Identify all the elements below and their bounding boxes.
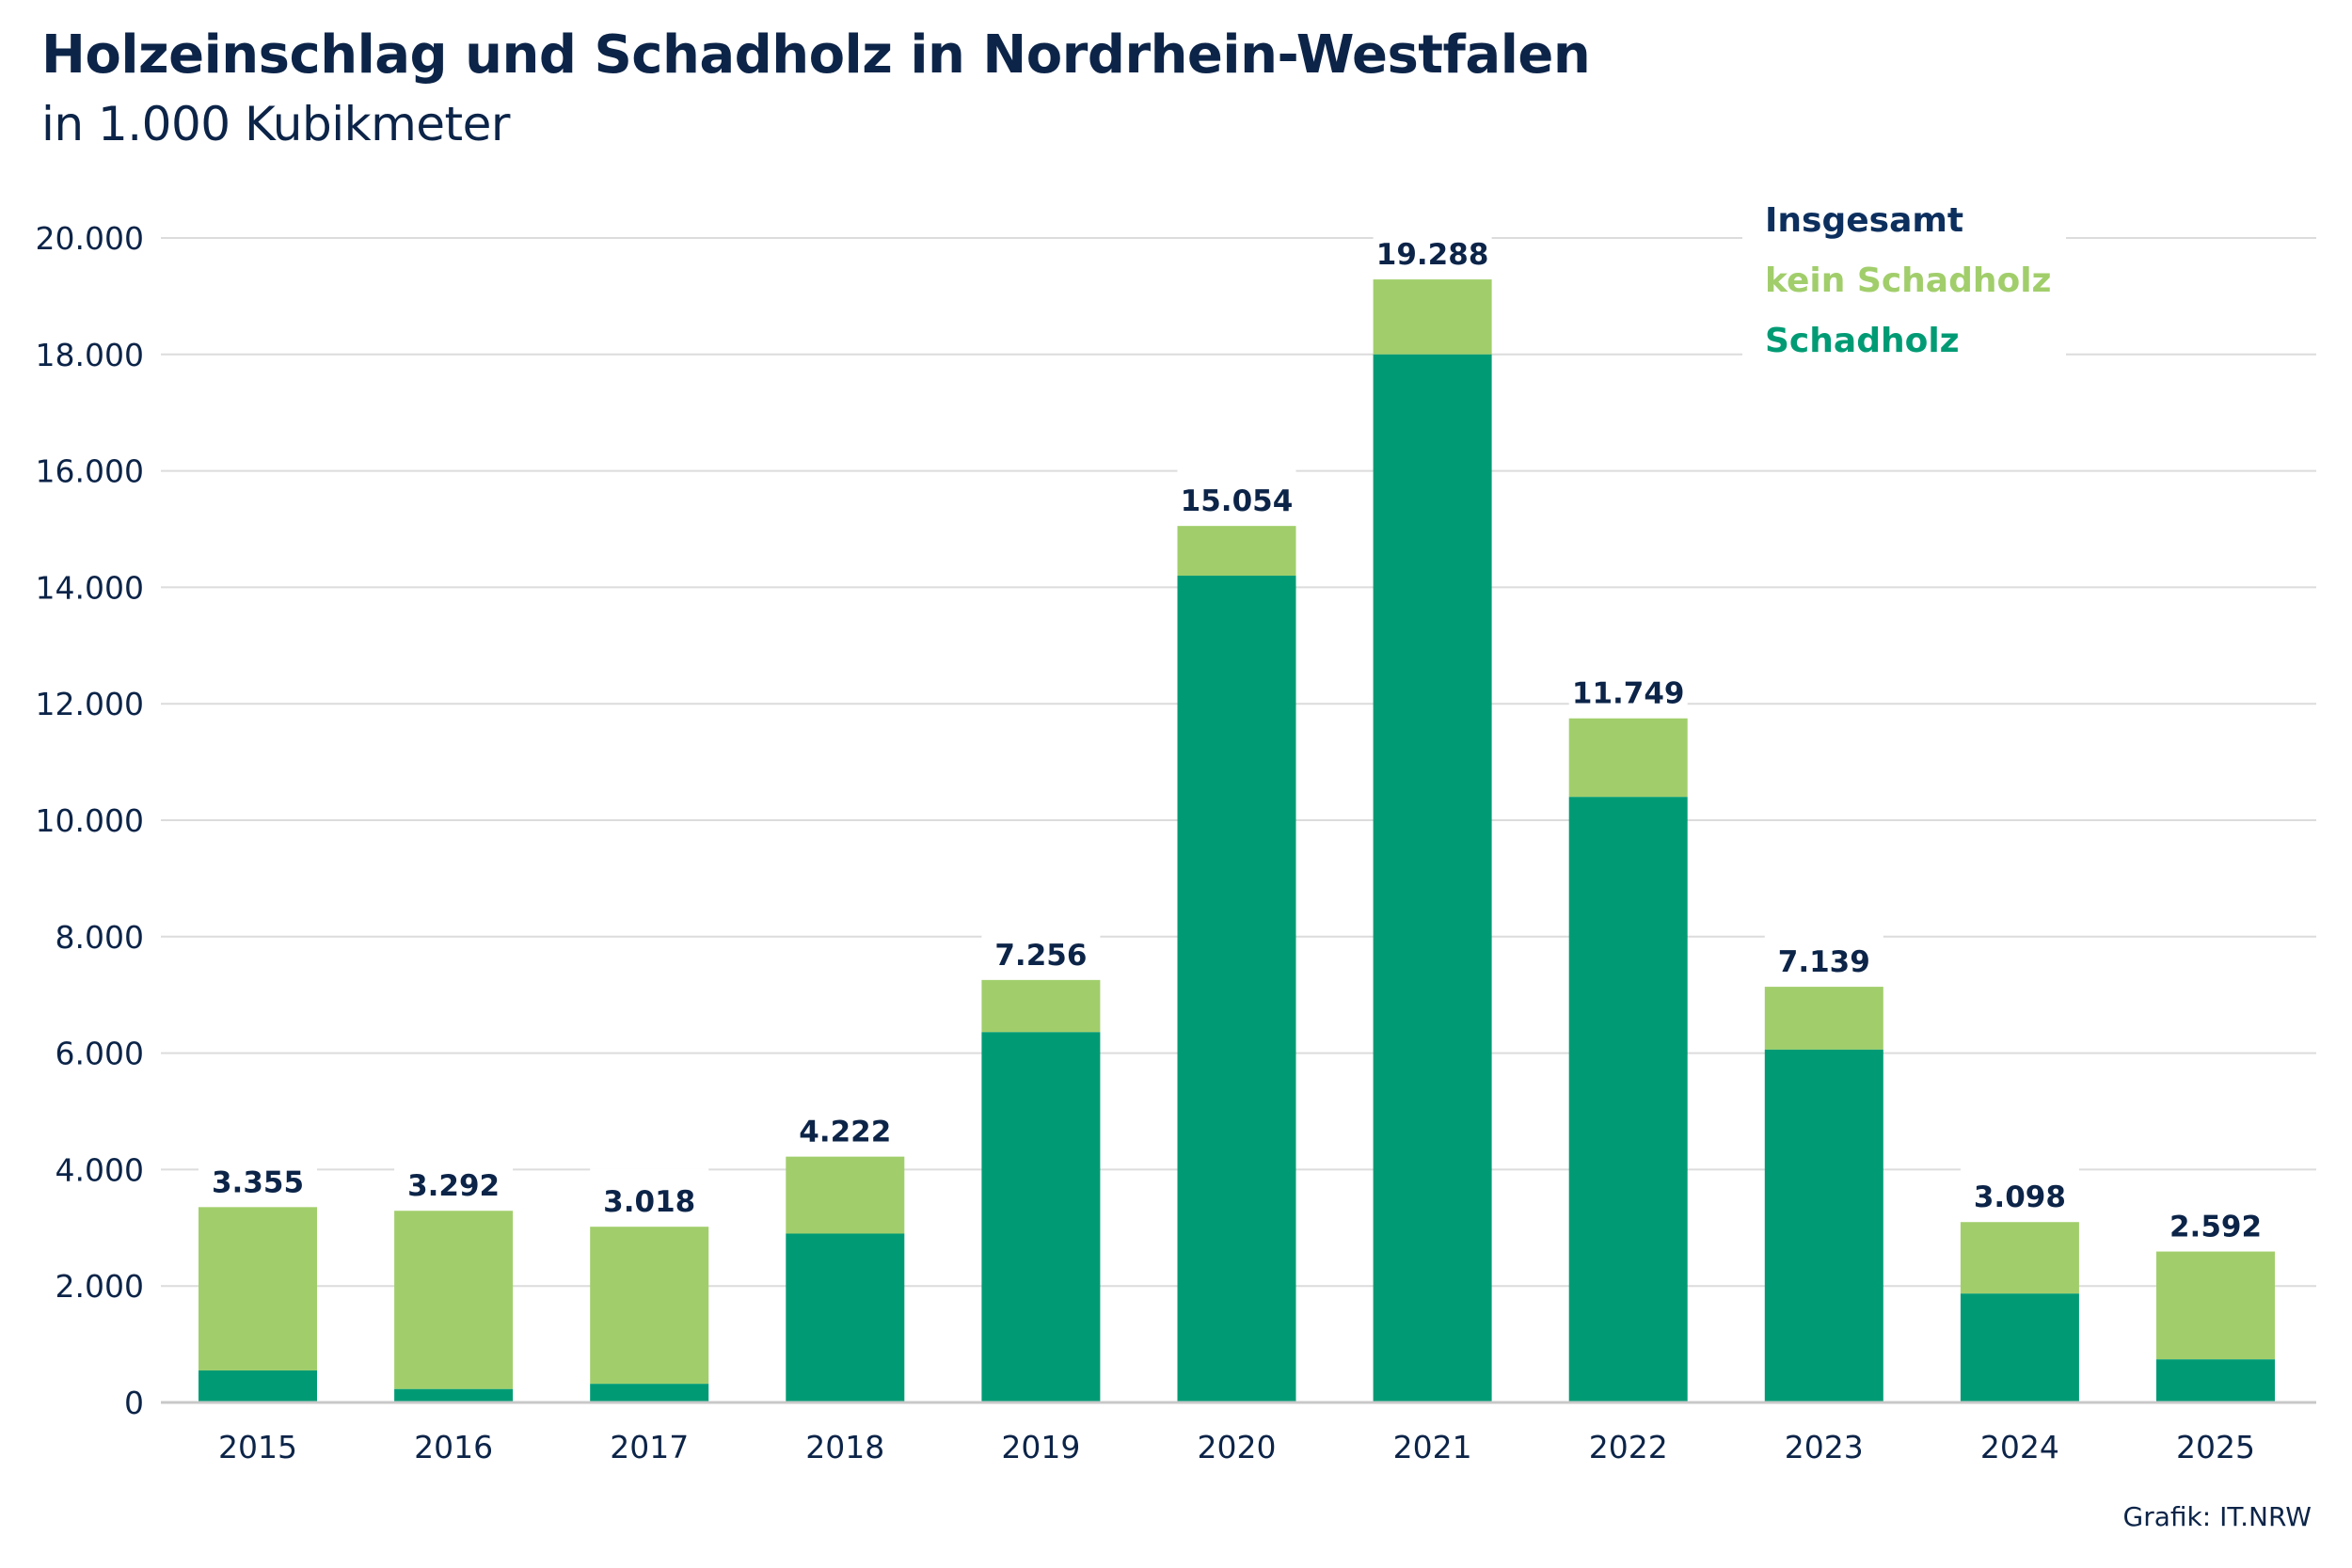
y-tick-label: 4.000 xyxy=(56,1151,144,1188)
bar-segment-schadholz xyxy=(1177,576,1296,1402)
value-label-background xyxy=(1960,1164,2079,1219)
bar-segment-kein-schadholz xyxy=(2156,1251,2275,1360)
x-tick-label: 2020 xyxy=(1198,1429,1277,1465)
bar-group-2020: 15.054 xyxy=(1177,467,1296,1402)
bar-segment-kein-schadholz xyxy=(394,1211,514,1389)
x-tick-label: 2017 xyxy=(610,1429,689,1465)
bar-group-2023: 7.139 xyxy=(1764,928,1883,1402)
value-label-background xyxy=(2156,1193,2275,1248)
bars: 3.355 3.292 3.018 4.222 7.256 15.054 19.288 11.… xyxy=(199,221,2275,1402)
value-label-background xyxy=(1177,467,1296,523)
bar-segment-schadholz xyxy=(1373,354,1492,1402)
total-value-label: 19.288 xyxy=(1376,238,1489,272)
bar-segment-kein-schadholz xyxy=(1177,526,1296,577)
bar-segment-kein-schadholz xyxy=(1960,1222,2079,1294)
chart-subtitle: in 1.000 Kubikmeter xyxy=(41,97,510,151)
bar-segment-kein-schadholz xyxy=(981,979,1101,1033)
bar-segment-schadholz xyxy=(1764,1049,1883,1402)
value-label-background xyxy=(786,1098,905,1153)
legend-background xyxy=(1742,188,2066,376)
x-tick-label: 2025 xyxy=(2176,1429,2255,1465)
total-value-label: 7.256 xyxy=(994,939,1087,973)
bar-segment-kein-schadholz xyxy=(1764,987,1883,1050)
bar-group-2021: 19.288 xyxy=(1373,221,1492,1402)
y-axis: 0 2.000 4.000 6.000 8.000 10.000 12.000 14.000 1… xyxy=(36,220,144,1421)
bar-segment-schadholz xyxy=(1568,797,1688,1402)
bar-segment-kein-schadholz xyxy=(1373,279,1492,355)
legend-item-schadholz: Schadholz xyxy=(1765,322,1960,360)
value-label-background xyxy=(1568,659,1688,715)
source-credit: Grafik: IT.NRW xyxy=(2122,1501,2312,1532)
bar-segment-schadholz xyxy=(2156,1359,2275,1402)
value-label-background xyxy=(394,1152,514,1208)
value-label-background xyxy=(1764,928,1883,984)
total-value-label: 7.139 xyxy=(1778,945,1870,979)
value-label-background xyxy=(199,1148,317,1204)
x-tick-label: 2021 xyxy=(1393,1429,1472,1465)
bar-group-2024: 3.098 xyxy=(1960,1164,2079,1402)
bar-segment-kein-schadholz xyxy=(590,1227,709,1385)
bar-group-2025: 2.592 xyxy=(2156,1193,2275,1402)
x-axis: 2015 2016 2017 2018 2019 2020 2021 2022 2023 2024… xyxy=(161,1401,2316,1465)
x-tick-label: 2019 xyxy=(1001,1429,1080,1465)
y-tick-label: 16.000 xyxy=(36,453,144,490)
y-tick-label: 18.000 xyxy=(36,337,144,373)
total-value-label: 3.355 xyxy=(212,1165,304,1199)
legend: Insgesamt kein Schadholz Schadholz xyxy=(1742,188,2066,376)
y-tick-label: 10.000 xyxy=(36,802,144,839)
x-tick-label: 2022 xyxy=(1589,1429,1668,1465)
total-value-label: 3.292 xyxy=(407,1169,500,1203)
total-value-label: 11.749 xyxy=(1572,677,1685,711)
bar-segment-schadholz xyxy=(981,1032,1101,1402)
bar-segment-kein-schadholz xyxy=(786,1156,905,1234)
x-tick-label: 2023 xyxy=(1785,1429,1864,1465)
total-value-label: 15.054 xyxy=(1181,484,1294,518)
value-label-background xyxy=(1373,221,1492,277)
value-label-background xyxy=(590,1168,709,1224)
bar-group-2018: 4.222 xyxy=(786,1098,905,1402)
y-tick-label: 14.000 xyxy=(36,569,144,606)
value-label-background xyxy=(981,921,1101,976)
y-tick-label: 6.000 xyxy=(56,1036,144,1072)
bar-group-2019: 7.256 xyxy=(981,921,1101,1402)
bar-group-2015: 3.355 xyxy=(199,1148,317,1402)
y-tick-label: 12.000 xyxy=(36,686,144,722)
chart-title: Holzeinschlag und Schadholz in Nordrhein… xyxy=(41,24,1591,86)
y-tick-label: 2.000 xyxy=(56,1268,144,1305)
legend-item-total: Insgesamt xyxy=(1765,201,1963,240)
bar-segment-schadholz xyxy=(786,1233,905,1402)
bar-group-2016: 3.292 xyxy=(394,1152,514,1402)
x-tick-label: 2024 xyxy=(1980,1429,2059,1465)
y-tick-label: 8.000 xyxy=(56,919,144,956)
y-tick-label: 20.000 xyxy=(36,220,144,257)
y-tick-label: 0 xyxy=(124,1385,144,1421)
bar-segment-schadholz xyxy=(590,1384,709,1402)
total-value-label: 4.222 xyxy=(799,1116,891,1149)
legend-item-kein-schadholz: kein Schadholz xyxy=(1765,261,2052,300)
bar-group-2022: 11.749 xyxy=(1568,659,1688,1402)
total-value-label: 3.098 xyxy=(1974,1180,2066,1214)
bar-segment-schadholz xyxy=(394,1388,514,1402)
bar-segment-schadholz xyxy=(199,1370,317,1402)
bar-segment-schadholz xyxy=(1960,1293,2079,1402)
x-tick-label: 2015 xyxy=(218,1429,297,1465)
bar-segment-kein-schadholz xyxy=(199,1207,317,1370)
x-tick-label: 2016 xyxy=(414,1429,493,1465)
total-value-label: 3.018 xyxy=(603,1185,695,1219)
total-value-label: 2.592 xyxy=(2169,1211,2262,1244)
bar-group-2017: 3.018 xyxy=(590,1168,709,1402)
x-tick-label: 2018 xyxy=(805,1429,884,1465)
bar-segment-kein-schadholz xyxy=(1568,718,1688,798)
